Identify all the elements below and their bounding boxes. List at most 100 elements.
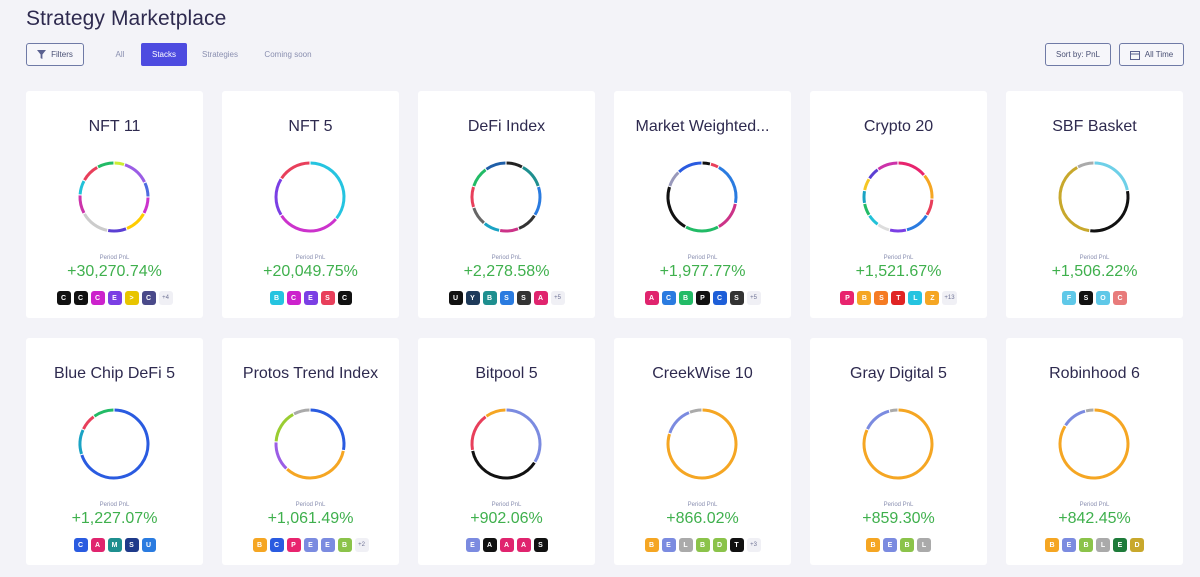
stack-name: NFT 11 <box>88 118 141 135</box>
ring-segment <box>274 442 288 470</box>
stack-card[interactable]: NFT 11 Period PnL +30,270.74% C C C E > C +4 <box>26 91 203 318</box>
pnl-value: +902.06% <box>470 510 543 527</box>
token-icon: A <box>644 291 659 305</box>
page-title: Strategy Marketplace <box>26 7 227 30</box>
allocation-ring <box>862 161 934 233</box>
ring-segment <box>280 214 337 233</box>
stack-card[interactable]: NFT 5 Period PnL +20,049.75% B C E S C <box>222 91 399 318</box>
token-icon: B <box>269 291 284 305</box>
stack-card[interactable]: Bitpool 5 Period PnL +902.06% E A A A S <box>418 338 595 565</box>
ring-segment <box>868 214 879 226</box>
stack-name: Gray Digital 5 <box>850 365 947 382</box>
token-icon: B <box>482 291 497 305</box>
allocation-ring <box>274 408 346 480</box>
ring-segment <box>923 174 934 199</box>
ring-segment <box>889 228 907 233</box>
token-icon: D <box>712 538 727 552</box>
pnl-value: +2,278.58% <box>463 263 550 280</box>
stack-card[interactable]: CreekWise 10 Period PnL +866.02% B E L B D T +3 <box>614 338 791 565</box>
ring-segment <box>868 168 879 180</box>
pnl-label: Period PnL <box>99 255 130 261</box>
pnl-label: Period PnL <box>99 502 130 508</box>
token-icon: B <box>1045 538 1059 552</box>
allocation-ring <box>470 161 542 233</box>
tab-strategies[interactable]: Strategies <box>201 50 239 59</box>
ring-segment <box>862 408 934 480</box>
ring-segment <box>1058 408 1130 480</box>
stack-card[interactable]: Robinhood 6 Period PnL +842.45% B E B L E D <box>1006 338 1183 565</box>
tab-stacks[interactable]: Stacks <box>141 43 187 66</box>
pnl-label: Period PnL <box>883 502 914 508</box>
allocation-ring <box>470 408 542 480</box>
stack-card[interactable]: Crypto 20 Period PnL +1,521.67% P B S T L Z +13 <box>810 91 987 318</box>
token-icon: C <box>286 291 301 305</box>
pnl-label: Period PnL <box>491 255 522 261</box>
pnl-value: +1,227.07% <box>71 510 158 527</box>
token-icon: A <box>90 538 105 552</box>
tab-coming-soon[interactable]: Coming soon <box>264 50 312 59</box>
token-icon: O <box>1096 291 1110 305</box>
token-icon: B <box>678 291 693 305</box>
stack-name: Market Weighted... <box>635 118 770 135</box>
token-icon: E <box>303 538 318 552</box>
ring-segment <box>78 195 86 214</box>
stack-card[interactable]: SBF Basket Period PnL +1,506.22% F S O C <box>1006 91 1183 318</box>
pnl-value: +20,049.75% <box>263 263 358 280</box>
stack-card[interactable]: DeFi Index Period PnL +2,278.58% U Y B S S A +5 <box>418 91 595 318</box>
ring-segment <box>471 450 536 480</box>
pnl-label: Period PnL <box>687 255 718 261</box>
ring-segment <box>925 199 934 216</box>
pnl-value: +842.45% <box>1058 510 1131 527</box>
ring-segment <box>470 415 487 451</box>
token-icon: C <box>661 291 676 305</box>
ring-segment <box>685 225 719 233</box>
more-tokens-badge: +4 <box>158 291 173 305</box>
ring-segment <box>718 203 737 228</box>
ring-segment <box>293 408 310 416</box>
stack-card[interactable]: Market Weighted... Period PnL +1,977.77% A C… <box>614 91 791 318</box>
token-icon: C <box>1113 291 1127 305</box>
token-icon: E <box>661 538 676 552</box>
token-icon: L <box>917 538 931 552</box>
filters-button[interactable]: Filters <box>26 43 84 66</box>
stack-card[interactable]: Gray Digital 5 Period PnL +859.30% B E B L <box>810 338 987 565</box>
ring-segment <box>1058 166 1090 233</box>
stack-card[interactable]: Protos Trend Index Period PnL +1,061.49% B C… <box>222 338 399 565</box>
token-icon: M <box>107 538 122 552</box>
token-icon: E <box>107 291 122 305</box>
time-range-button[interactable]: All Time <box>1119 43 1184 66</box>
filter-icon <box>37 50 47 59</box>
toolbar: Filters All Stacks Strategies Coming soo… <box>26 43 1184 66</box>
ring-segment <box>506 408 542 463</box>
token-icon: L <box>1096 538 1110 552</box>
allocation-ring <box>1058 161 1130 233</box>
token-icon: E <box>883 538 897 552</box>
pnl-value: +859.30% <box>862 510 935 527</box>
tab-all[interactable]: All <box>115 50 125 59</box>
stack-card[interactable]: Blue Chip DeFi 5 Period PnL +1,227.07% C A M S… <box>26 338 203 565</box>
ring-segment <box>863 203 871 216</box>
ring-segment <box>499 227 519 233</box>
ring-segment <box>666 408 738 480</box>
token-icon: P <box>286 538 301 552</box>
token-icon: T <box>891 291 906 305</box>
token-list: P B S T L Z +13 <box>810 291 987 305</box>
ring-segment <box>485 408 506 418</box>
ring-segment <box>78 180 86 195</box>
token-icon: E <box>465 538 480 552</box>
more-tokens-badge: +13 <box>942 291 957 305</box>
token-icon: D <box>1130 538 1144 552</box>
token-icon: S <box>499 291 514 305</box>
ring-segment <box>107 227 127 233</box>
token-icon: P <box>695 291 710 305</box>
sort-button[interactable]: Sort by: PnL <box>1045 43 1111 66</box>
ring-segment <box>666 186 686 228</box>
token-icon: C <box>73 291 88 305</box>
token-list: B C P E E B +2 <box>222 538 399 552</box>
token-icon: B <box>337 538 352 552</box>
token-list: C C C E > C +4 <box>26 291 203 305</box>
stack-grid: NFT 11 Period PnL +30,270.74% C C C E > C +4 NFT 5… <box>26 91 1183 565</box>
ring-segment <box>274 178 283 216</box>
